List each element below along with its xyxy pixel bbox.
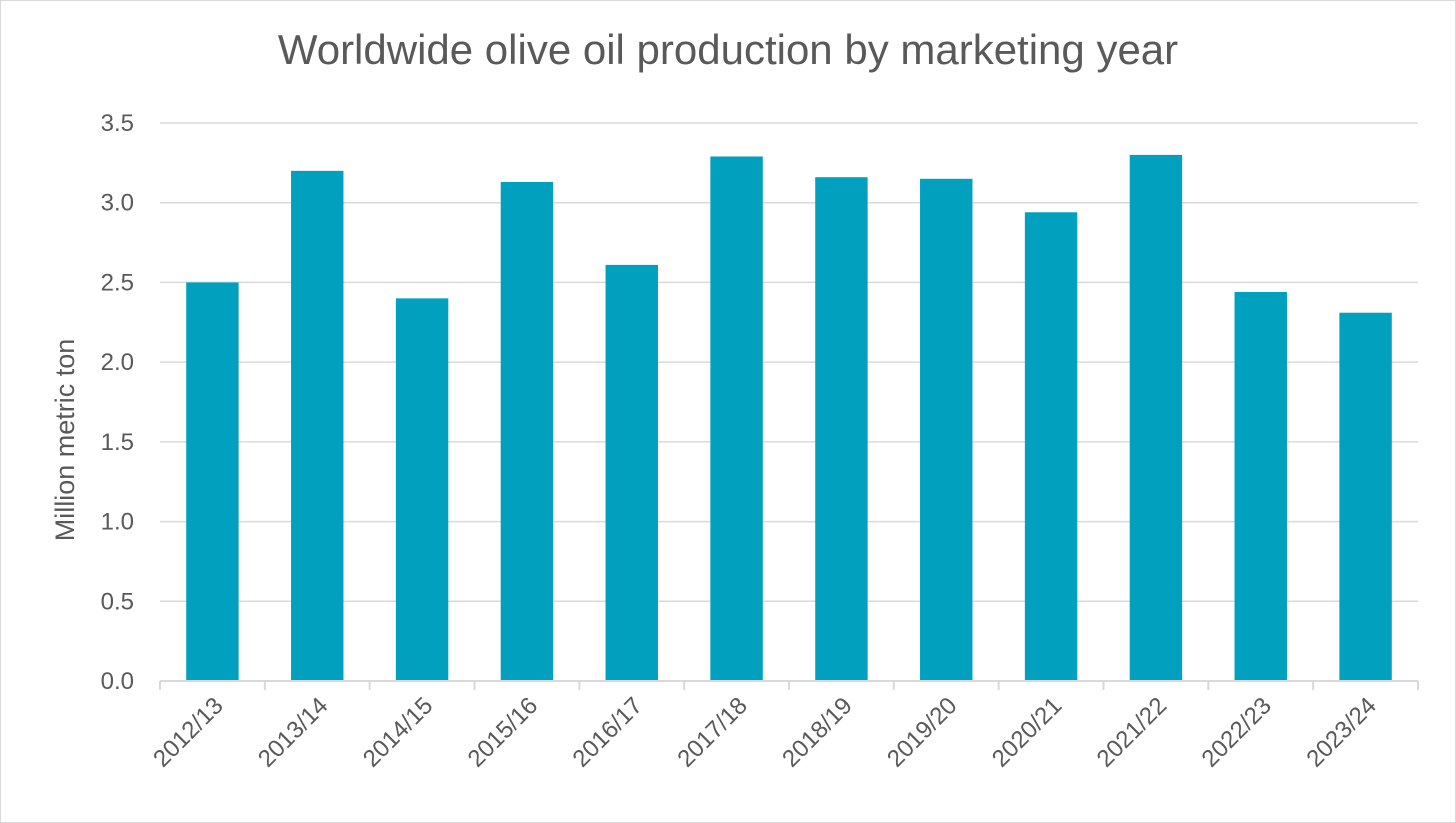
y-tick-label: 3.5 [101, 110, 134, 137]
x-tick-label: 2014/15 [358, 692, 438, 772]
y-tick-label: 0.0 [101, 668, 134, 695]
x-tick-label: 2017/18 [672, 692, 752, 772]
x-tick-label: 2015/16 [463, 692, 543, 772]
bar-2018-19 [815, 177, 868, 681]
x-tick-label: 2022/23 [1197, 692, 1277, 772]
bar-2022-23 [1234, 291, 1287, 681]
chart-title: Worldwide olive oil production by market… [277, 26, 1179, 73]
x-tick-label: 2016/17 [568, 692, 648, 772]
x-tick-label: 2012/13 [148, 692, 228, 772]
y-tick-labels: 0.0 0.5 1.0 1.5 2.0 2.5 3.0 3.5 [101, 110, 134, 695]
x-tick-label: 2013/14 [253, 692, 333, 772]
bar-2017-18 [710, 156, 763, 682]
y-tick-label: 2.0 [101, 349, 134, 376]
bar-2013-14 [291, 170, 344, 682]
bar-2019-20 [920, 178, 973, 682]
x-tick-label: 2021/22 [1092, 692, 1172, 772]
x-tick-label: 2023/24 [1301, 692, 1381, 772]
bar-2021-22 [1129, 154, 1183, 681]
y-tick-label: 0.5 [101, 588, 134, 615]
gridlines [160, 122, 1418, 603]
bar-2015-16 [500, 181, 554, 681]
y-axis-title: Million metric ton [50, 339, 80, 542]
y-tick-label: 1.5 [101, 429, 134, 456]
bar-2012-13 [186, 282, 239, 681]
y-tick-label: 1.0 [101, 509, 134, 536]
x-tick-labels: 2012/13 2013/14 2014/15 2015/16 2016/17 2017/… [148, 692, 1382, 772]
x-axis [159, 680, 1419, 690]
bar-2014-15 [395, 298, 449, 681]
x-tick-label: 2020/21 [987, 692, 1067, 772]
x-tick-label: 2019/20 [882, 692, 962, 772]
bars [186, 154, 1392, 682]
bar-2020-21 [1024, 212, 1078, 681]
y-tick-label: 3.0 [101, 190, 134, 217]
bar-2016-17 [605, 264, 658, 681]
x-tick-label: 2018/19 [777, 692, 857, 772]
y-tick-label: 2.5 [101, 269, 134, 296]
bar-2023-24 [1339, 312, 1392, 681]
